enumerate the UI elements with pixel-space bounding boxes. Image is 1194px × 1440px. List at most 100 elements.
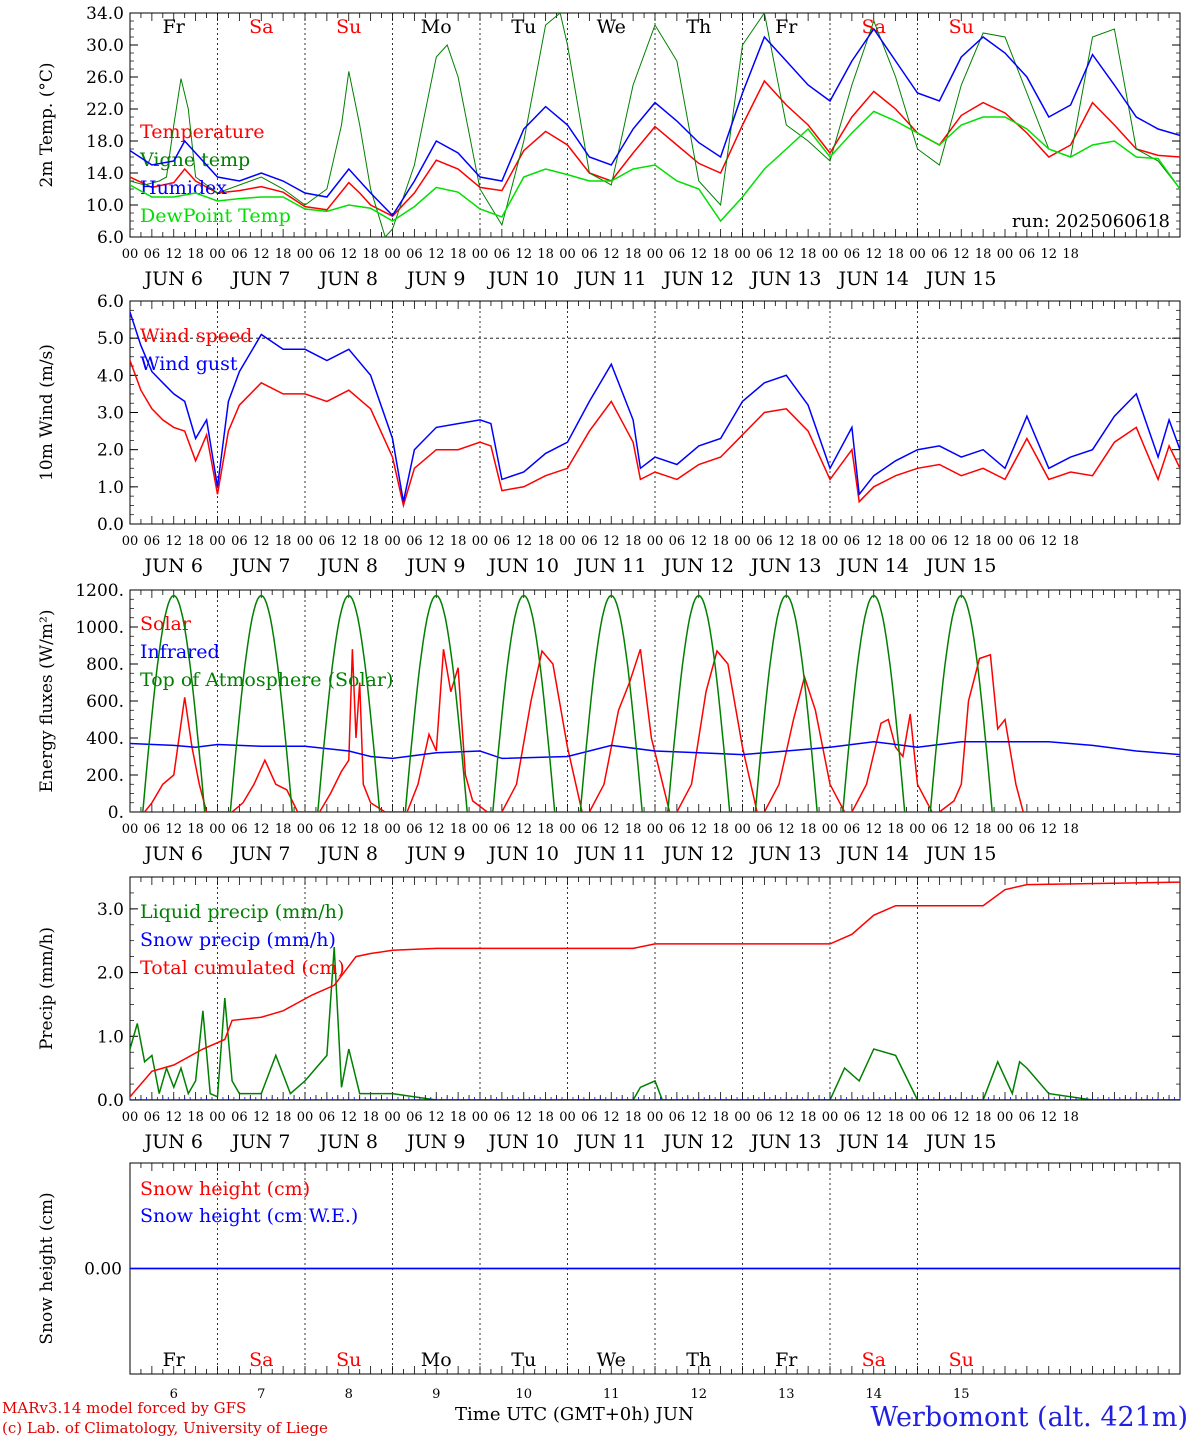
legend-label: Top of Atmosphere (Solar) xyxy=(140,669,393,691)
hour-tick-label: 06 xyxy=(756,247,773,262)
hour-tick-label: 00 xyxy=(559,247,576,262)
hour-tick-label: 12 xyxy=(690,1110,707,1125)
day-name: Sa xyxy=(249,16,273,38)
y-tick-label: 800. xyxy=(86,655,124,675)
y-tick-label: 26.0 xyxy=(86,68,124,88)
hour-tick-label: 18 xyxy=(625,247,642,262)
hour-tick-label: 00 xyxy=(209,247,226,262)
hour-tick-label: 18 xyxy=(362,822,379,837)
hour-tick-label: 00 xyxy=(472,1110,489,1125)
hour-tick-label: 12 xyxy=(165,534,182,549)
date-label: JUN 8 xyxy=(318,555,378,577)
hour-tick-label: 06 xyxy=(844,1110,861,1125)
day-number-label: 10 xyxy=(515,1387,532,1402)
series-line-wind-gust xyxy=(130,311,1180,502)
legend-label: Snow precip (mm/h) xyxy=(140,929,336,951)
day-name: We xyxy=(597,16,626,38)
hour-tick-label: 06 xyxy=(844,247,861,262)
date-label: JUN 9 xyxy=(405,843,465,865)
hour-tick-label: 06 xyxy=(231,534,248,549)
hour-tick-label: 18 xyxy=(712,534,729,549)
date-label: JUN 10 xyxy=(487,268,559,290)
hour-tick-label: 18 xyxy=(187,822,204,837)
hour-tick-label: 12 xyxy=(603,534,620,549)
hour-tick-label: 00 xyxy=(734,1110,751,1125)
hour-tick-label: 00 xyxy=(647,534,664,549)
series-line-liquid-precip-mm-h xyxy=(130,947,1180,1100)
hour-tick-label: 00 xyxy=(997,534,1014,549)
legend-label: DewPoint Temp xyxy=(140,205,291,227)
hour-tick-label: 00 xyxy=(297,822,314,837)
day-name: Th xyxy=(686,16,711,38)
hour-tick-label: 12 xyxy=(165,1110,182,1125)
date-label: JUN 9 xyxy=(405,1131,465,1153)
date-label: JUN 10 xyxy=(487,843,559,865)
hour-tick-label: 00 xyxy=(384,534,401,549)
hour-tick-label: 18 xyxy=(1062,822,1079,837)
hour-tick-label: 06 xyxy=(319,534,336,549)
hour-tick-label: 18 xyxy=(887,1110,904,1125)
day-name: Fr xyxy=(163,16,186,38)
date-label: JUN 14 xyxy=(837,843,909,865)
day-number-label: 9 xyxy=(432,1387,440,1402)
hour-tick-label: 00 xyxy=(909,534,926,549)
date-label: JUN 11 xyxy=(574,843,646,865)
day-name: Fr xyxy=(163,1349,186,1371)
hour-tick-label: 12 xyxy=(953,1110,970,1125)
y-tick-label: 14.0 xyxy=(86,164,124,184)
hour-tick-label: 06 xyxy=(581,1110,598,1125)
hour-tick-label: 18 xyxy=(887,247,904,262)
hour-tick-label: 12 xyxy=(953,247,970,262)
hour-tick-label: 00 xyxy=(822,822,839,837)
day-name: We xyxy=(597,1349,626,1371)
hour-tick-label: 18 xyxy=(625,534,642,549)
hour-tick-label: 18 xyxy=(537,247,554,262)
hour-tick-label: 18 xyxy=(625,822,642,837)
hour-tick-label: 00 xyxy=(647,822,664,837)
date-label: JUN 6 xyxy=(143,555,203,577)
hour-tick-label: 18 xyxy=(1062,247,1079,262)
hour-tick-label: 12 xyxy=(428,1110,445,1125)
hour-tick-label: 18 xyxy=(537,534,554,549)
y-tick-label: 600. xyxy=(86,692,124,712)
hour-tick-label: 06 xyxy=(406,247,423,262)
hour-tick-label: 12 xyxy=(603,247,620,262)
model-credit: MARv3.14 model forced by GFS xyxy=(2,1399,247,1417)
hour-tick-label: 18 xyxy=(450,247,467,262)
day-name: Sa xyxy=(862,16,886,38)
date-label: JUN 10 xyxy=(487,1131,559,1153)
hour-tick-label: 06 xyxy=(494,822,511,837)
series-line-solar xyxy=(130,648,1180,812)
day-name: Tu xyxy=(511,16,536,38)
legend-label: Temperature xyxy=(140,121,264,143)
hour-tick-label: 06 xyxy=(319,247,336,262)
hour-tick-label: 12 xyxy=(165,822,182,837)
y-tick-label: 3.0 xyxy=(97,404,124,424)
series-line-temperature xyxy=(130,79,1180,218)
y-tick-label: 2.0 xyxy=(97,964,124,984)
series-line-infrared xyxy=(130,740,1180,760)
date-label: JUN 7 xyxy=(230,1131,290,1153)
hour-tick-label: 06 xyxy=(319,1110,336,1125)
hour-tick-label: 00 xyxy=(997,247,1014,262)
date-label: JUN 14 xyxy=(837,555,909,577)
hour-tick-label: 06 xyxy=(756,534,773,549)
hour-tick-label: 06 xyxy=(1019,1110,1036,1125)
hour-tick-label: 06 xyxy=(319,822,336,837)
hour-tick-label: 12 xyxy=(253,822,270,837)
hour-tick-label: 00 xyxy=(122,534,139,549)
hour-tick-label: 00 xyxy=(384,1110,401,1125)
hour-tick-label: 18 xyxy=(450,1110,467,1125)
hour-tick-label: 00 xyxy=(909,822,926,837)
hour-tick-label: 00 xyxy=(384,247,401,262)
hour-tick-label: 18 xyxy=(275,247,292,262)
hour-tick-label: 18 xyxy=(450,822,467,837)
hour-tick-label: 18 xyxy=(537,822,554,837)
hour-tick-label: 06 xyxy=(406,534,423,549)
panel-4: 0.0 1.0 2.0 3.0 Precip (mm/h) 00 06 12 18 00 06 12 1… xyxy=(37,876,1181,1153)
hour-tick-label: 12 xyxy=(515,1110,532,1125)
hour-tick-label: 18 xyxy=(275,534,292,549)
hour-tick-label: 00 xyxy=(122,822,139,837)
hour-tick-label: 12 xyxy=(953,822,970,837)
day-name: Mo xyxy=(421,1349,452,1371)
